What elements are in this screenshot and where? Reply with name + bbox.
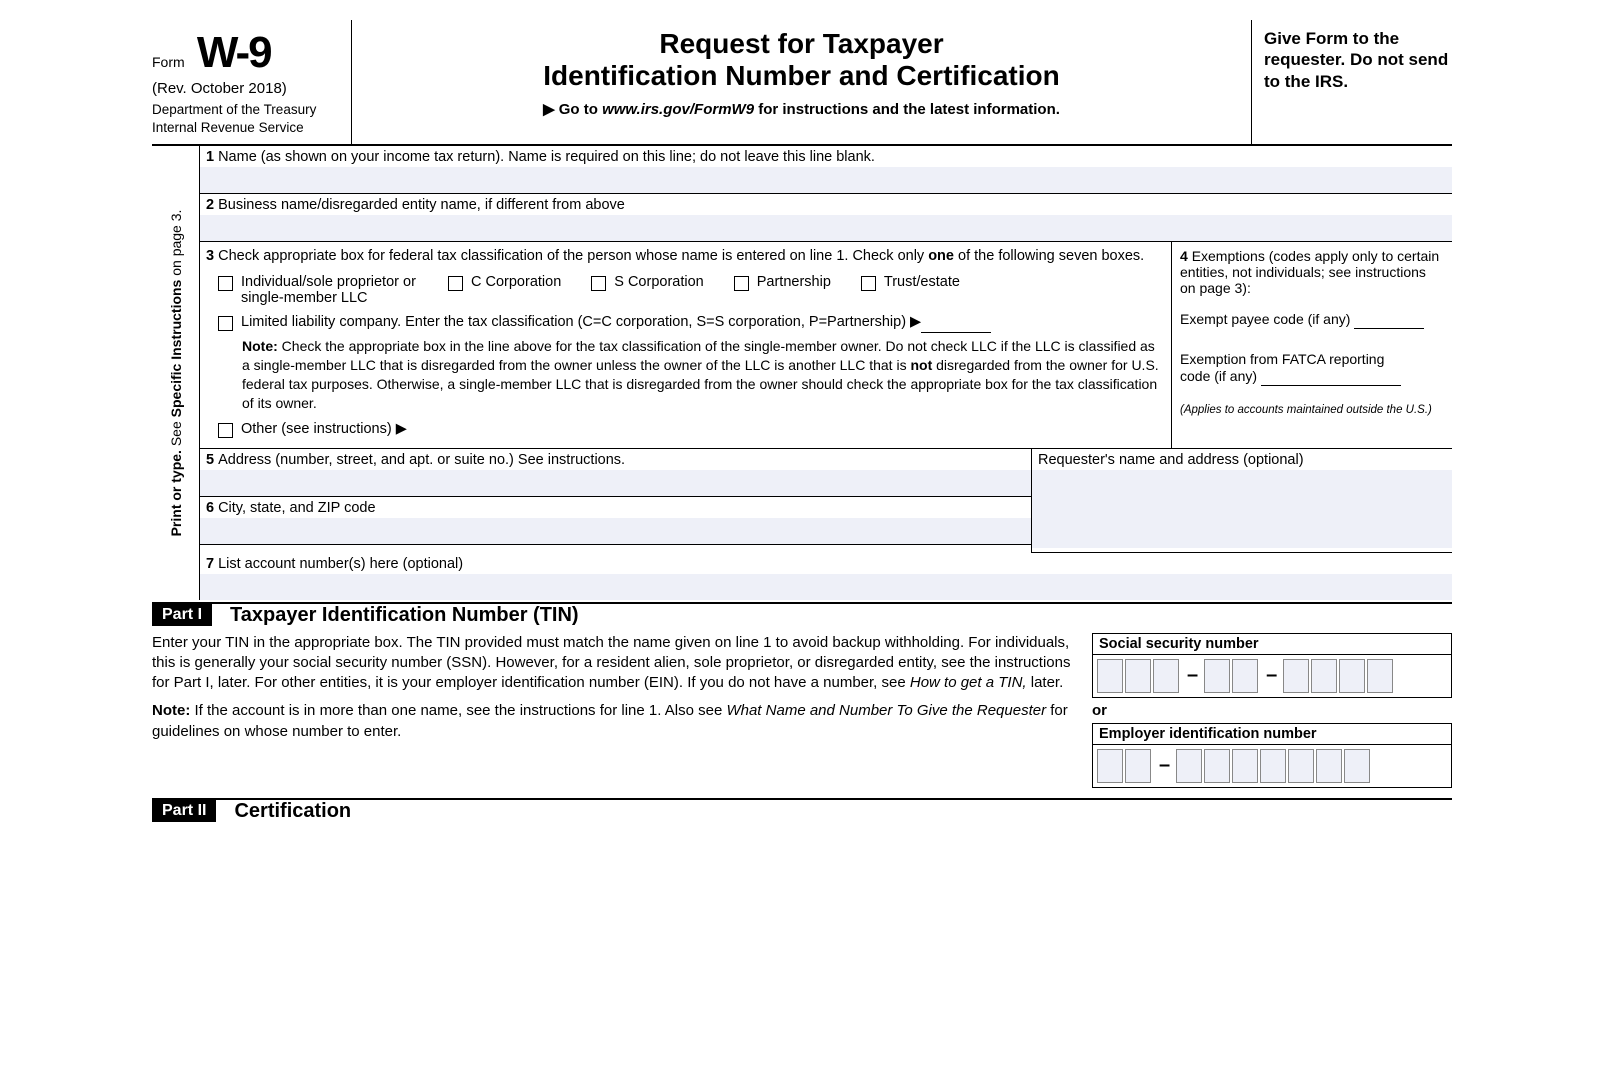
part-2-label: Part II	[152, 800, 216, 822]
ssn-digits: – –	[1092, 654, 1452, 698]
header-right-note: Give Form to the requester. Do not send …	[1252, 20, 1452, 144]
llc-note: Note: Check the appropriate box in the l…	[242, 337, 1165, 413]
exempt-payee-input[interactable]	[1354, 310, 1424, 329]
ein-d6[interactable]	[1260, 749, 1286, 783]
ssn-d9[interactable]	[1367, 659, 1393, 693]
ein-digits: –	[1092, 744, 1452, 788]
ein-d4[interactable]	[1204, 749, 1230, 783]
line-4: 4 Exemptions (codes apply only to certai…	[1172, 242, 1452, 448]
line-1: 1Name (as shown on your income tax retur…	[200, 146, 1452, 194]
line-3-4: 3 Check appropriate box for federal tax …	[200, 242, 1452, 449]
dash-icon: –	[1266, 664, 1277, 687]
city-state-zip-input[interactable]	[200, 518, 1031, 544]
form-header: Form W-9 (Rev. October 2018) Department …	[152, 20, 1452, 146]
line-3: 3 Check appropriate box for federal tax …	[200, 242, 1172, 448]
address-block: 5Address (number, street, and apt. or su…	[200, 449, 1452, 553]
checkbox-partnership[interactable]	[734, 276, 749, 291]
part-2-title: Certification	[234, 800, 351, 823]
checkbox-other[interactable]	[218, 423, 233, 438]
checkbox-c-corp[interactable]	[448, 276, 463, 291]
ssn-d4[interactable]	[1204, 659, 1230, 693]
requester-input[interactable]	[1032, 470, 1452, 548]
form-number: W-9	[197, 28, 271, 77]
part-1-label: Part I	[152, 604, 212, 626]
ssn-d5[interactable]	[1232, 659, 1258, 693]
header-center: Request for Taxpayer Identification Numb…	[352, 20, 1252, 144]
form-title: Request for Taxpayer Identification Numb…	[362, 28, 1241, 92]
line-5: 5Address (number, street, and apt. or su…	[200, 449, 1031, 497]
line-7: 7List account number(s) here (optional)	[200, 553, 1452, 600]
main-body: Print or type. See Specific Instructions…	[152, 146, 1452, 600]
ein-d9[interactable]	[1344, 749, 1370, 783]
ssn-d2[interactable]	[1125, 659, 1151, 693]
ein-d8[interactable]	[1316, 749, 1342, 783]
form-word: Form	[152, 54, 185, 70]
ssn-d1[interactable]	[1097, 659, 1123, 693]
ein-d2[interactable]	[1125, 749, 1151, 783]
tin-instructions: Enter your TIN in the appropriate box. T…	[152, 633, 1072, 788]
part-1-title: Taxpayer Identification Number (TIN)	[230, 604, 579, 627]
ssn-d3[interactable]	[1153, 659, 1179, 693]
dash-icon: –	[1159, 754, 1170, 777]
fields: 1Name (as shown on your income tax retur…	[200, 146, 1452, 600]
address-input[interactable]	[200, 470, 1031, 496]
fatca-code-input[interactable]	[1261, 367, 1401, 386]
form-w9: Form W-9 (Rev. October 2018) Department …	[152, 20, 1452, 823]
goto-line: ▶ Go to www.irs.gov/FormW9 for instructi…	[362, 100, 1241, 118]
tin-section: Enter your TIN in the appropriate box. T…	[152, 633, 1452, 788]
revision: (Rev. October 2018)	[152, 80, 341, 97]
tin-boxes: Social security number – – or Employer i…	[1092, 633, 1452, 788]
fatca-note: (Applies to accounts maintained outside …	[1180, 404, 1444, 416]
ein-d1[interactable]	[1097, 749, 1123, 783]
ein-d7[interactable]	[1288, 749, 1314, 783]
name-input[interactable]	[200, 167, 1452, 193]
sidebar: Print or type. See Specific Instructions…	[152, 146, 200, 600]
line-6: 6City, state, and ZIP code	[200, 497, 1031, 545]
ssn-label: Social security number	[1092, 633, 1452, 654]
sidebar-text: Print or type. See Specific Instructions…	[168, 209, 184, 536]
checkbox-individual[interactable]	[218, 276, 233, 291]
ssn-d7[interactable]	[1311, 659, 1337, 693]
account-numbers-input[interactable]	[200, 574, 1452, 600]
ssn-d8[interactable]	[1339, 659, 1365, 693]
department: Department of the Treasury Internal Reve…	[152, 101, 341, 136]
llc-classification-input[interactable]	[921, 314, 991, 333]
requester-block: Requester's name and address (optional)	[1032, 449, 1452, 553]
part-1-bar: Part I Taxpayer Identification Number (T…	[152, 602, 1452, 627]
checkbox-s-corp[interactable]	[591, 276, 606, 291]
checkbox-trust[interactable]	[861, 276, 876, 291]
checkbox-llc[interactable]	[218, 316, 233, 331]
ein-d5[interactable]	[1232, 749, 1258, 783]
or-text: or	[1092, 702, 1452, 719]
line-2: 2Business name/disregarded entity name, …	[200, 194, 1452, 242]
business-name-input[interactable]	[200, 215, 1452, 241]
dash-icon: –	[1187, 664, 1198, 687]
ein-d3[interactable]	[1176, 749, 1202, 783]
ssn-d6[interactable]	[1283, 659, 1309, 693]
part-2-bar: Part II Certification	[152, 798, 1452, 823]
ein-label: Employer identification number	[1092, 723, 1452, 744]
header-left: Form W-9 (Rev. October 2018) Department …	[152, 20, 352, 144]
